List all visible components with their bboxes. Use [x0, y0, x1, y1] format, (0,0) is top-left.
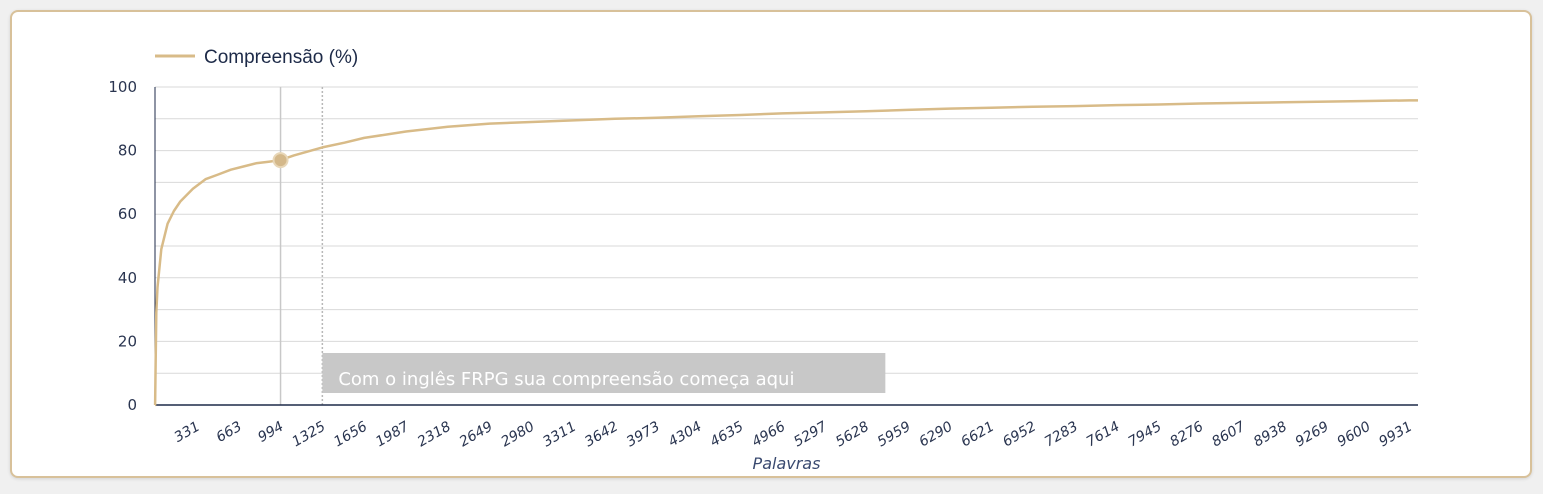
- x-tick-label: 5297: [791, 419, 830, 451]
- y-tick-label: 60: [118, 205, 137, 223]
- x-tick-label: 3973: [624, 419, 663, 451]
- series: [153, 99, 1418, 407]
- x-tick-label: 9931: [1376, 419, 1415, 451]
- x-tick-label: 9269: [1293, 419, 1332, 451]
- annotation-background: [322, 353, 886, 393]
- x-tick-label: 7614: [1084, 419, 1123, 451]
- x-tick-label: 8276: [1167, 419, 1206, 451]
- y-tick-label: 40: [118, 269, 137, 287]
- y-tick-label: 20: [118, 332, 137, 350]
- annotation: Com o inglês FRPG sua compreensão começa…: [322, 353, 886, 393]
- y-tick-labels: 0 20 40 60 80 100: [108, 78, 137, 414]
- x-tick-label: 6952: [1000, 419, 1039, 451]
- x-tick-label: 7945: [1126, 419, 1165, 451]
- x-tick-label: 4635: [708, 419, 747, 451]
- y-tick-label: 100: [108, 78, 137, 96]
- x-tick-label: 1987: [373, 419, 412, 451]
- x-tick-label: 8607: [1209, 419, 1248, 451]
- x-tick-label: 2980: [499, 419, 538, 451]
- x-tick-label: 5628: [833, 419, 872, 451]
- legend-label: Compreensão (%): [204, 47, 358, 68]
- x-tick-label: 3642: [582, 419, 621, 451]
- x-tick-label: 6290: [917, 419, 956, 451]
- x-tick-label: 331: [172, 419, 203, 446]
- x-tick-label: 5959: [875, 419, 914, 451]
- x-tick-labels: 331 663 994 1325 1656 1987 2318 2649 2980 3311 364…: [172, 419, 1416, 451]
- x-tick-label: 1656: [331, 419, 370, 451]
- x-tick-label: 2649: [457, 419, 496, 451]
- annotation-text: Com o inglês FRPG sua compreensão começa…: [338, 369, 794, 390]
- x-axis-title: Palavras: [753, 454, 821, 473]
- x-tick-label: 4304: [666, 419, 705, 451]
- x-tick-label: 2318: [415, 419, 454, 451]
- x-tick-label: 4966: [749, 419, 788, 451]
- y-tick-label: 0: [127, 396, 137, 414]
- reference-lines: [279, 87, 324, 405]
- x-tick-label: 8938: [1251, 419, 1290, 451]
- x-tick-label: 1325: [289, 419, 328, 451]
- grid-lines: [155, 86, 1418, 374]
- y-tick-label: 80: [118, 142, 137, 160]
- x-tick-label: 994: [255, 419, 286, 446]
- series-line: [153, 99, 1418, 407]
- highlight-point: [272, 152, 289, 169]
- x-tick-label: 9600: [1335, 419, 1374, 451]
- line-chart: Com o inglês FRPG sua compreensão começa…: [108, 47, 1418, 473]
- x-tick-label: 7283: [1042, 419, 1081, 451]
- legend[interactable]: Compreensão (%): [155, 47, 358, 68]
- x-tick-label: 663: [214, 419, 245, 446]
- x-tick-label: 6621: [958, 419, 997, 451]
- chart-card: Com o inglês FRPG sua compreensão começa…: [10, 10, 1532, 478]
- x-tick-label: 3311: [540, 419, 579, 451]
